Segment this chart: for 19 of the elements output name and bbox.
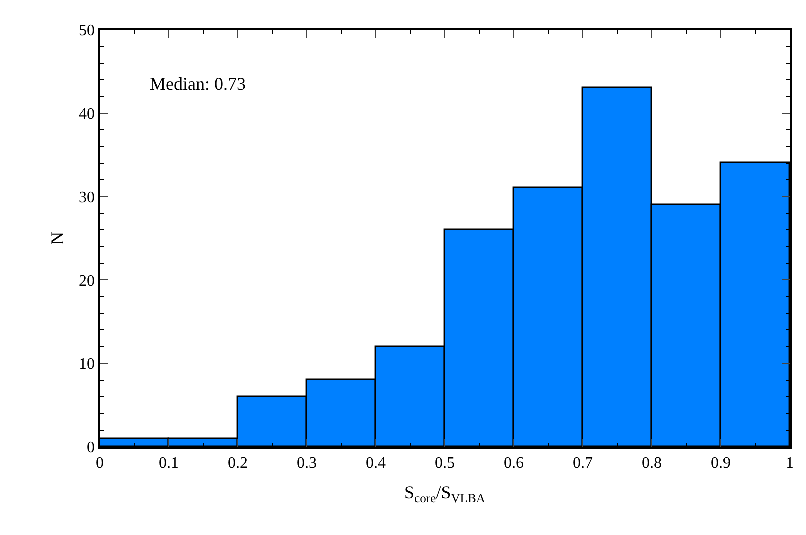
y-tick-label: 0 <box>87 440 96 457</box>
x-tick-label: 1 <box>786 454 794 472</box>
y-tick-label: 30 <box>79 189 96 206</box>
y-tick-label: 50 <box>79 22 96 40</box>
x-tick-label: 0.3 <box>297 454 317 472</box>
y-axis-title: N <box>48 232 68 245</box>
x-tick-label: 0.4 <box>366 454 386 472</box>
y-tick-label: 40 <box>79 106 96 123</box>
x-tick-label: 0.2 <box>228 454 248 472</box>
x-axis-title: S$_{core}$/S$_{VLBA}$ <box>404 482 486 506</box>
x-tick-label: 0.1 <box>159 454 179 472</box>
y-tick-label: 20 <box>79 272 96 290</box>
y-tick-label: 10 <box>79 356 96 374</box>
annotation: Median: 0.73 <box>150 74 246 94</box>
x-tick-label: 0.9 <box>711 454 731 472</box>
x-tick-label: 0.8 <box>642 454 662 472</box>
x-tick-label: 0.6 <box>504 454 524 472</box>
x-tick-label: 0.7 <box>573 454 593 472</box>
x-tick-label: 0.5 <box>435 454 455 472</box>
